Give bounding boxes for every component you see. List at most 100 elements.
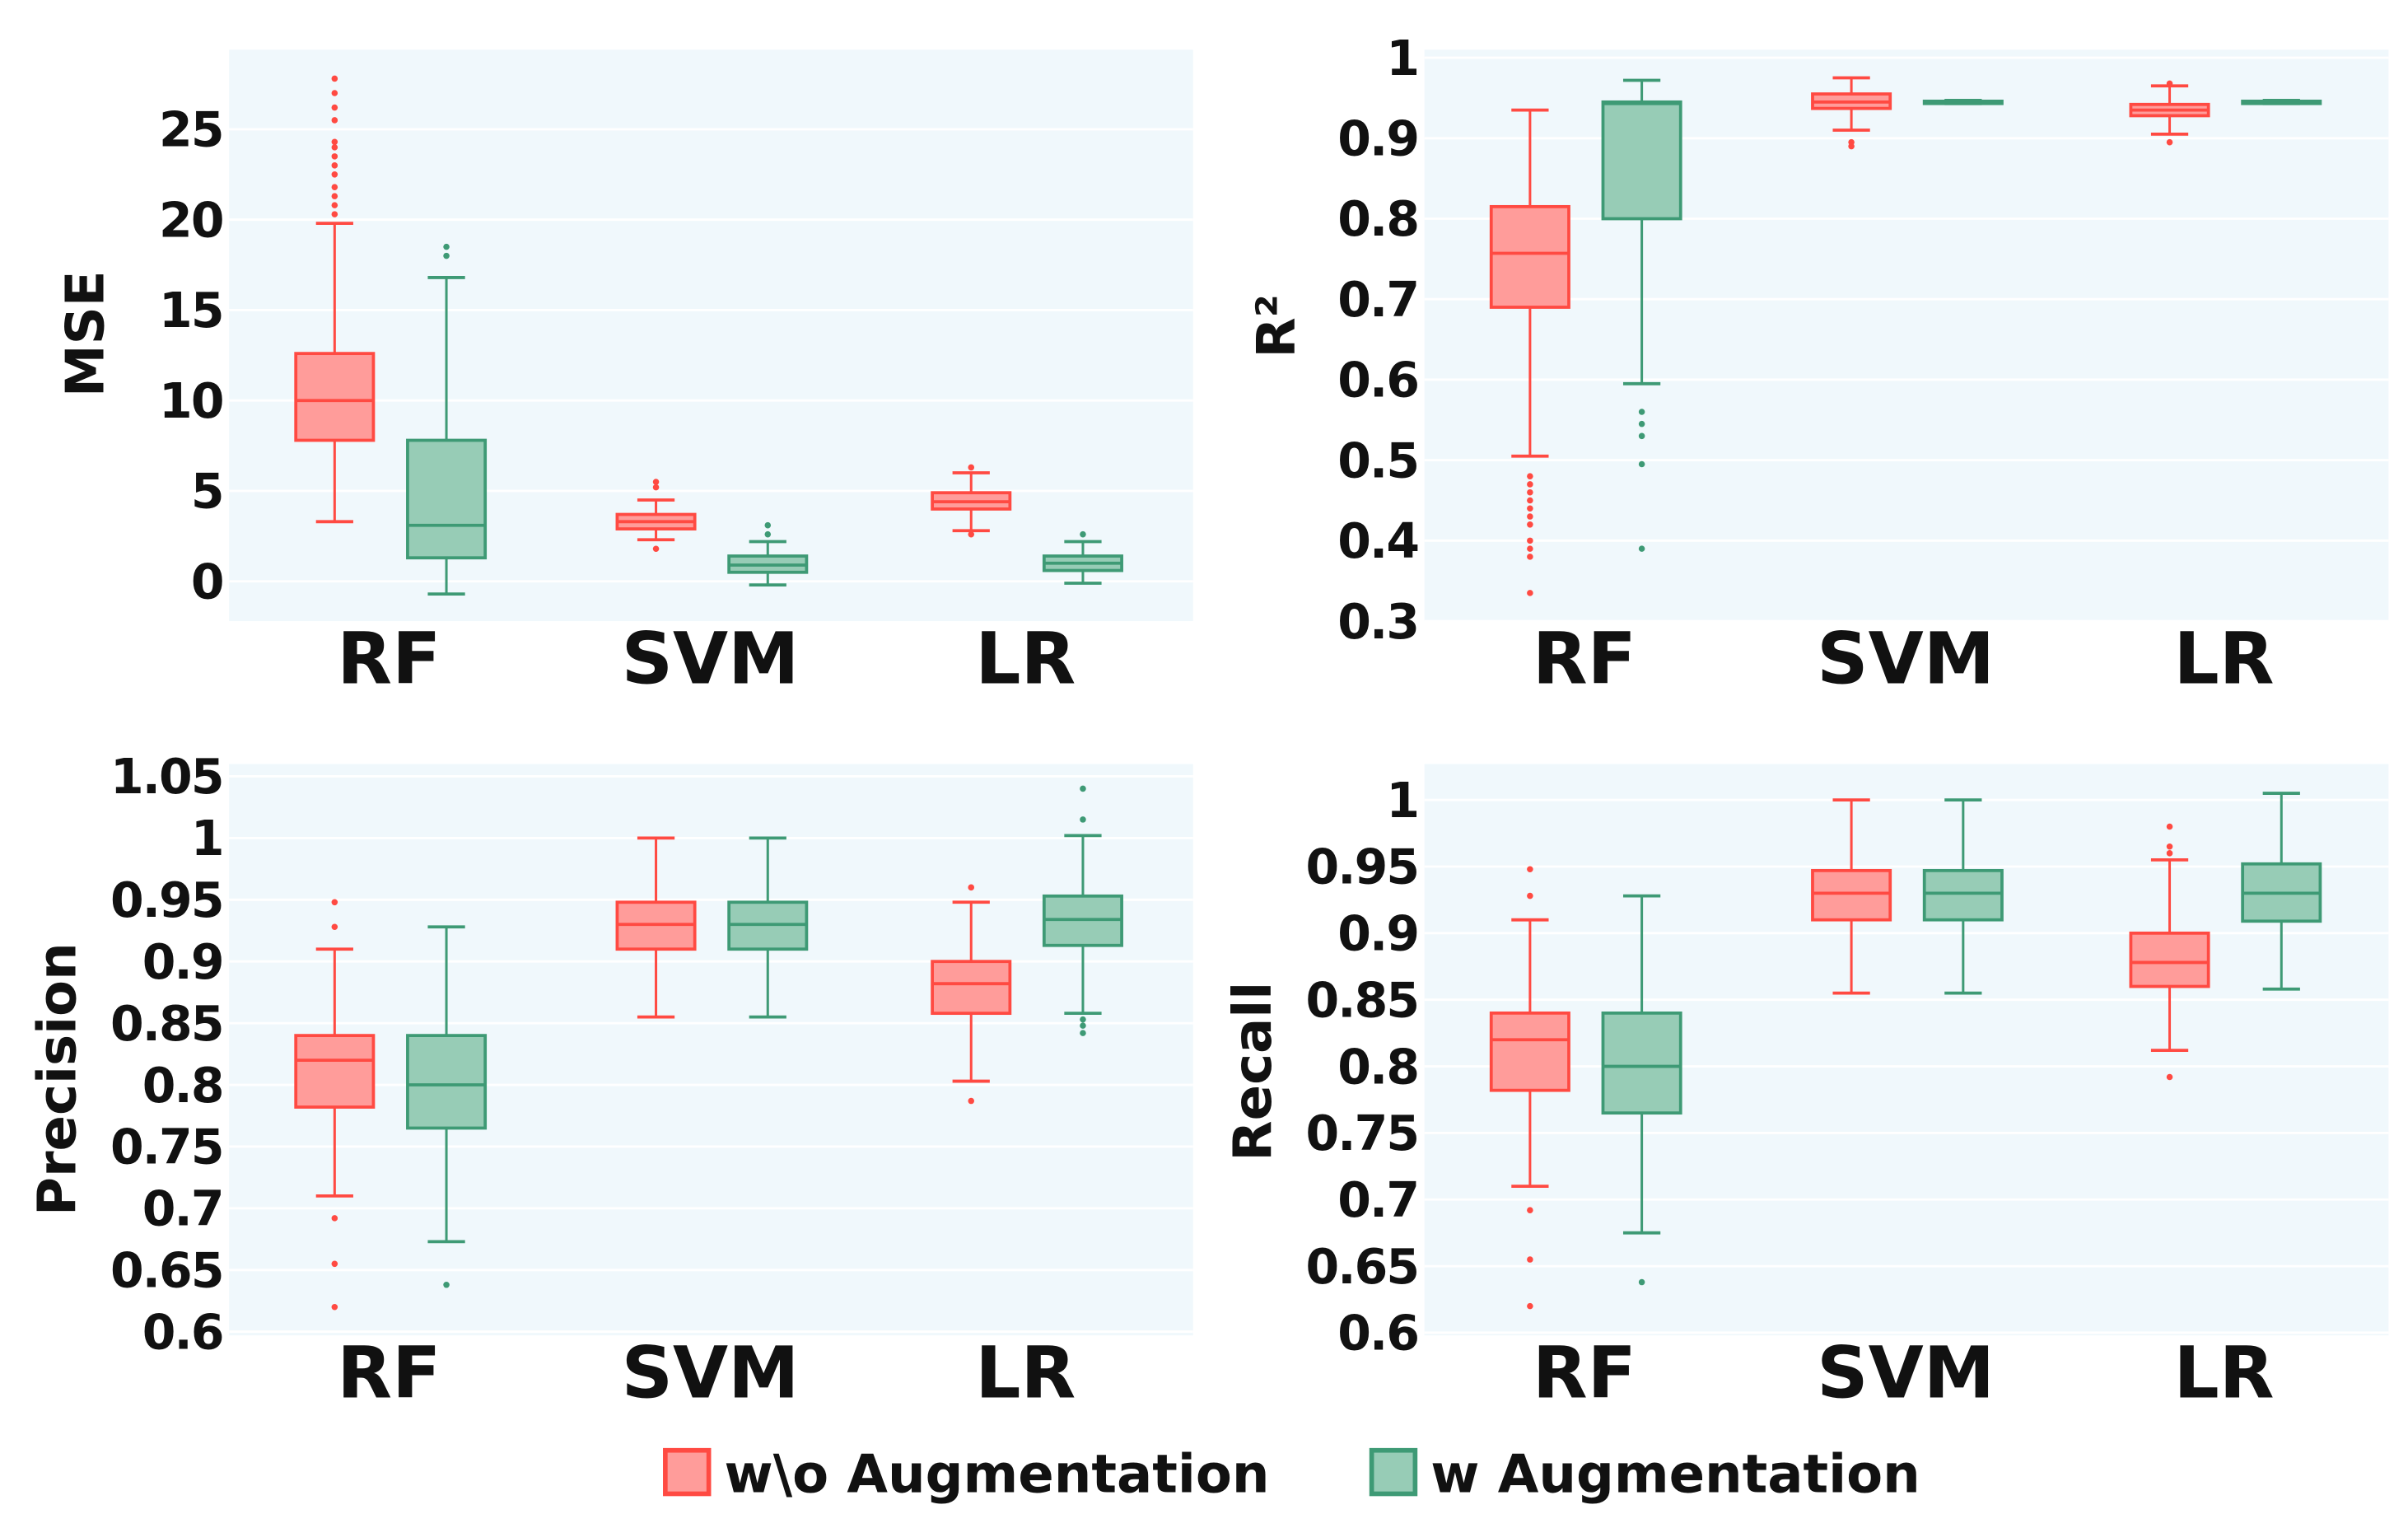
outlier-point — [1080, 1022, 1086, 1029]
outlier-point — [331, 1260, 338, 1268]
outlier-point — [1527, 1256, 1533, 1263]
panel-r: 0.3 0.4 0.5 0.6 0.7 0.8 0.9 1 R² RF SVM LR — [1246, 30, 2389, 700]
y-tick-label: 0.8 — [1337, 1039, 1418, 1095]
outlier-point — [443, 243, 450, 250]
y-tick-label: 0.6 — [1337, 353, 1418, 409]
outlier-point — [652, 479, 660, 485]
box-without-augmentation-lr — [2129, 80, 2210, 146]
x-category-label: LR — [975, 1333, 1076, 1415]
box-without-augmentation-svm — [1811, 798, 1892, 995]
outlier-point — [331, 171, 338, 178]
outlier-point — [1080, 1030, 1086, 1036]
box-with-augmentation-svm — [727, 836, 809, 1019]
outlier-point — [1638, 420, 1645, 428]
box-without-augmentation-lr — [931, 884, 1012, 1105]
box-with-augmentation-lr — [2241, 792, 2322, 991]
iqr-box — [1601, 1011, 1682, 1115]
panel-precision: 0.60.65 0.7 0.750.8 0.85 0.9 0.951 1.05 Precisi… — [28, 749, 1193, 1415]
y-axis-title: MSE — [55, 270, 116, 397]
y-tick-label: 1 — [191, 811, 223, 867]
outlier-point — [968, 1097, 975, 1105]
y-tick-label: 0.95 — [1306, 839, 1419, 895]
outlier-point — [1638, 1278, 1645, 1286]
box-with-augmentation-svm — [1922, 798, 2004, 995]
outlier-point — [1527, 1302, 1533, 1310]
outlier-point — [1638, 432, 1645, 440]
y-tick-label: 0.6 — [1337, 1306, 1418, 1362]
outlier-point — [331, 90, 338, 96]
outlier-point — [1527, 488, 1533, 496]
outlier-point — [331, 75, 338, 82]
outlier-point — [764, 521, 772, 529]
y-tick-label: 5 — [191, 464, 223, 520]
outlier-point — [2166, 138, 2173, 146]
box-without-augmentation-rf — [294, 75, 376, 524]
x-category-label: SVM — [1817, 618, 1995, 700]
outlier-point — [443, 1282, 450, 1288]
iqr-box — [1489, 1011, 1570, 1092]
outlier-point — [1080, 785, 1086, 792]
outlier-point — [1527, 505, 1533, 512]
y-tick-label: 0.75 — [110, 1119, 223, 1175]
y-tick-label: 0.9 — [142, 934, 223, 990]
outlier-point — [1527, 473, 1533, 479]
box-with-augmentation-lr — [1042, 530, 1123, 585]
y-tick-label: 0.9 — [1337, 906, 1418, 962]
legend-label-with: w Augmentation — [1430, 1445, 1920, 1506]
box-without-augmentation-rf — [1489, 108, 1570, 596]
outlier-point — [1527, 481, 1533, 488]
outlier-point — [968, 464, 975, 471]
y-tick-label: 0.65 — [110, 1243, 223, 1299]
box-with-augmentation-lr — [1042, 785, 1123, 1036]
box-without-augmentation-lr — [2129, 823, 2210, 1081]
iqr-box — [931, 960, 1012, 1016]
iqr-box — [294, 1034, 376, 1109]
y-tick-label: 1 — [1386, 773, 1418, 829]
legend-label-without: w\o Augmentation — [724, 1445, 1269, 1506]
iqr-box — [406, 438, 488, 560]
iqr-box — [294, 352, 376, 442]
y-axis-title: Recall — [1223, 982, 1284, 1161]
x-category-label: RF — [1533, 1333, 1636, 1415]
outlier-point — [1848, 143, 1855, 150]
box-without-augmentation-svm — [615, 836, 697, 1019]
y-axis-title: Precision — [28, 942, 89, 1216]
outlier-point — [1638, 545, 1645, 552]
y-tick-label: 0.85 — [110, 996, 223, 1052]
y-tick-label: 0.95 — [110, 872, 223, 928]
x-category-label: LR — [2174, 618, 2275, 700]
outlier-point — [331, 202, 338, 208]
outlier-point — [1527, 545, 1533, 552]
box-with-augmentation-svm — [1922, 98, 2004, 105]
outlier-point — [331, 184, 338, 190]
outlier-point — [331, 193, 338, 199]
outlier-point — [1080, 530, 1086, 538]
outlier-point — [1527, 590, 1533, 596]
iqr-box — [1811, 868, 1892, 922]
outlier-point — [1080, 816, 1086, 823]
outlier-point — [1527, 892, 1533, 900]
outlier-point — [331, 153, 338, 160]
outlier-point — [331, 1215, 338, 1222]
box-with-augmentation-rf — [1601, 78, 1682, 552]
outlier-point — [331, 144, 338, 151]
y-tick-label: 0.9 — [1337, 111, 1418, 167]
y-tick-label: 0.7 — [142, 1181, 223, 1237]
y-tick-label: 0.7 — [1337, 1172, 1418, 1228]
y-tick-label: 0 — [191, 554, 223, 610]
iqr-box — [1601, 100, 1682, 221]
x-category-label: SVM — [1817, 1333, 1995, 1415]
x-category-label: RF — [337, 618, 441, 700]
outlier-point — [2166, 1073, 2173, 1081]
outlier-point — [331, 162, 338, 169]
box-with-augmentation-lr — [2241, 98, 2322, 105]
iqr-box — [1489, 204, 1570, 309]
y-tick-label: 0.75 — [1306, 1105, 1419, 1161]
box-without-augmentation-rf — [294, 899, 376, 1311]
y-tick-label: 0.8 — [142, 1058, 223, 1114]
y-tick-label: 0.7 — [1337, 272, 1418, 328]
iqr-box — [406, 1034, 488, 1130]
outlier-point — [2166, 850, 2173, 857]
plot-background — [229, 764, 1193, 1336]
y-tick-label: 10 — [159, 373, 223, 429]
